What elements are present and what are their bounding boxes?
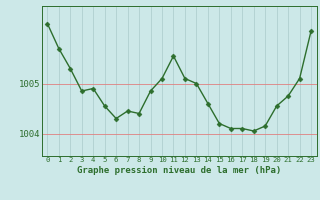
X-axis label: Graphe pression niveau de la mer (hPa): Graphe pression niveau de la mer (hPa)	[77, 166, 281, 175]
